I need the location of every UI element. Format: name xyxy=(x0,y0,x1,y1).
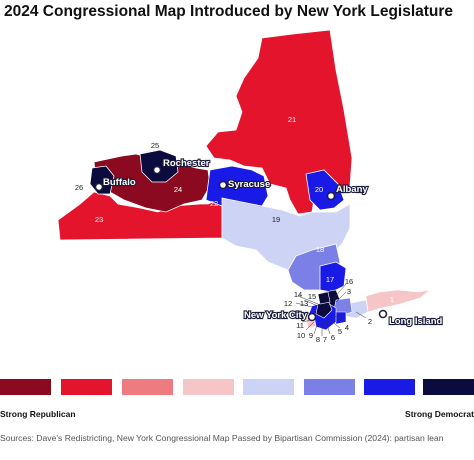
city-marker-albany[interactable]: Albany xyxy=(326,183,369,201)
city-label-new-york-city: New York City xyxy=(244,310,308,321)
legend-swatch-republican xyxy=(61,379,112,395)
legend-swatch-strong-democrat xyxy=(423,379,474,395)
legend-swatch-lean-democrat xyxy=(304,379,355,395)
city-marker-long-island[interactable]: Long Island xyxy=(378,309,444,328)
city-label-albany: Albany xyxy=(336,184,368,195)
city-marker-buffalo[interactable]: Buffalo xyxy=(94,176,137,192)
district-label-17: 17 xyxy=(326,275,334,284)
district-label-26: 26 xyxy=(75,183,83,192)
city-label-rochester: Rochester xyxy=(163,158,210,169)
district-label-3: 3 xyxy=(347,287,351,296)
district-label-2: 2 xyxy=(368,317,372,326)
district-label-8: 8 xyxy=(316,335,320,344)
district-label-12: 12 xyxy=(284,299,292,308)
district-label-6: 6 xyxy=(331,333,335,342)
legend-swatch-strong-republican xyxy=(0,379,51,395)
district-label-21: 21 xyxy=(288,115,296,124)
legend-swatch-tilt-democrat xyxy=(243,379,294,395)
district-21[interactable] xyxy=(205,29,353,215)
district-label-15: 15 xyxy=(308,292,316,301)
district-22[interactable] xyxy=(205,165,269,211)
district-label-11: 11 xyxy=(296,321,304,330)
district-label-1: 1 xyxy=(390,295,394,304)
district-label-18: 18 xyxy=(316,245,324,254)
city-marker-rochester[interactable]: Rochester xyxy=(152,157,211,175)
district-label-19: 19 xyxy=(272,215,280,224)
legend-swatch-tilt-republican xyxy=(183,379,234,395)
district-15-blob[interactable] xyxy=(317,291,331,305)
partisan-lean-legend xyxy=(0,379,474,395)
district-label-9: 9 xyxy=(309,331,313,340)
district-20[interactable] xyxy=(305,169,345,211)
new-york-district-map: 21 23 24 25 26 22 20 19 18 17 16 3 1 2 4… xyxy=(57,29,444,344)
legend-right-label: Strong Democrat xyxy=(405,409,474,419)
district-label-13: 13 xyxy=(300,299,308,308)
city-label-syracuse: Syracuse xyxy=(228,179,270,190)
district-1[interactable] xyxy=(365,289,432,313)
city-marker-new-york-city[interactable]: New York City xyxy=(243,309,317,322)
district-label-22: 22 xyxy=(210,199,218,208)
district-label-4: 4 xyxy=(345,323,349,332)
district-25[interactable] xyxy=(139,149,179,183)
city-label-long-island: Long Island xyxy=(389,316,443,327)
legend-left-label: Strong Republican xyxy=(0,409,76,419)
legend-swatch-lean-republican xyxy=(122,379,173,395)
city-label-buffalo: Buffalo xyxy=(103,177,136,188)
district-label-14: 14 xyxy=(294,290,302,299)
district-label-10: 10 xyxy=(297,331,305,340)
legend-swatch-democrat xyxy=(364,379,415,395)
district-label-5: 5 xyxy=(338,327,342,336)
map-title: 2024 Congressional Map Introduced by New… xyxy=(4,3,454,20)
district-label-7: 7 xyxy=(323,335,327,344)
district-label-23: 23 xyxy=(95,215,103,224)
sources-note: Sources: Dave's Redistricting, New York … xyxy=(0,433,444,443)
district-23[interactable] xyxy=(57,191,223,241)
city-marker-syracuse[interactable]: Syracuse xyxy=(218,178,271,191)
district-label-24: 24 xyxy=(174,185,182,194)
district-label-25: 25 xyxy=(151,141,159,150)
district-label-16: 16 xyxy=(345,277,353,286)
district-label-20: 20 xyxy=(315,185,323,194)
leader-lines xyxy=(295,283,367,336)
